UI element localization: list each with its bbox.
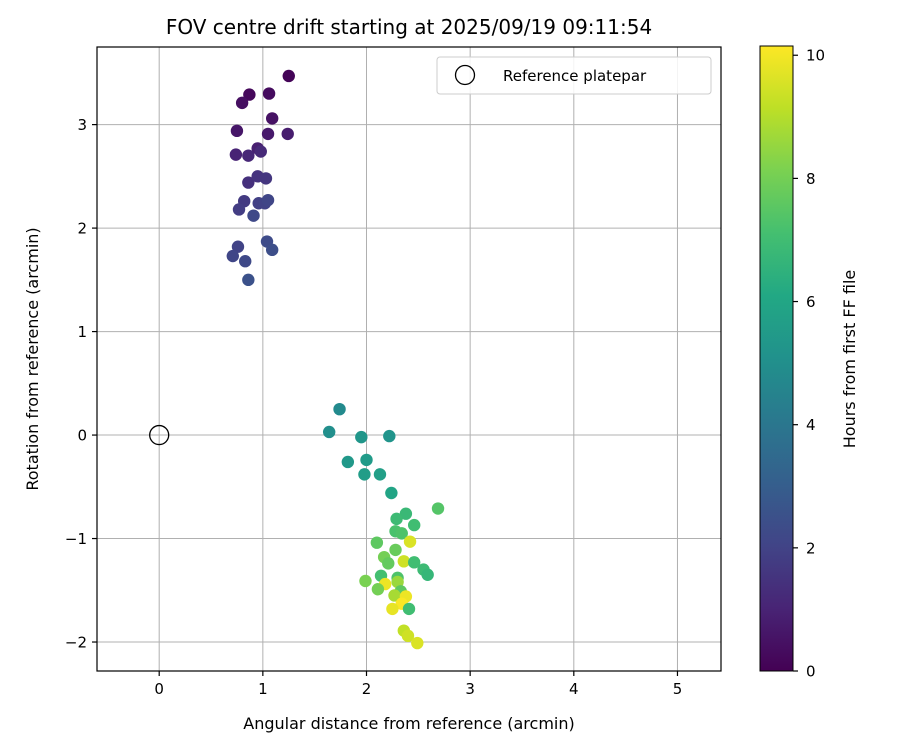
reference-platepar-marker	[149, 424, 170, 446]
data-point	[239, 255, 252, 268]
plot-frame	[96, 46, 722, 672]
x-tick-label: 2	[362, 680, 372, 698]
data-point	[386, 602, 399, 616]
x-tick-label: 5	[673, 680, 683, 698]
legend-marker	[454, 64, 476, 86]
data-point	[242, 149, 255, 162]
colorbar-tick-label: 6	[806, 293, 816, 311]
x-tick-label: 4	[569, 680, 579, 698]
data-point	[407, 518, 421, 532]
data-point	[385, 486, 398, 500]
x-axis-label: Angular distance from reference (arcmin)	[243, 714, 574, 733]
data-point	[421, 568, 434, 581]
data-point	[229, 148, 243, 161]
data-point	[232, 203, 246, 216]
data-point	[341, 455, 355, 469]
data-point	[235, 96, 249, 110]
data-point	[259, 172, 273, 185]
x-tick-label: 3	[465, 680, 475, 698]
grid	[97, 47, 721, 671]
data-point	[254, 145, 267, 158]
y-axis-label: Rotation from reference (arcmin)	[23, 227, 42, 490]
data-point	[282, 69, 295, 83]
colorbar-tick-label: 0	[806, 663, 816, 681]
data-point	[322, 425, 336, 439]
x-axis-ticks: 0 1 2 3 4 5	[154, 671, 682, 698]
colorbar-ticks: 0 2 4 6 8 10	[793, 47, 825, 681]
data-point	[370, 536, 384, 549]
data-point	[371, 583, 385, 596]
data-point	[231, 240, 245, 253]
data-point	[382, 557, 395, 570]
data-point	[265, 112, 279, 125]
data-point	[399, 507, 413, 520]
data-point	[390, 512, 403, 526]
colorbar-label: Hours from first FF file	[840, 270, 859, 449]
y-tick-label: 3	[77, 116, 87, 134]
x-tick-label: 0	[154, 680, 164, 698]
data-point	[355, 430, 368, 444]
colorbar-tick-label: 2	[806, 539, 816, 557]
colorbar-gradient	[759, 45, 794, 672]
data-point	[261, 193, 275, 207]
legend-box	[436, 56, 712, 95]
y-axis-ticks: −2 −1 0 1 2 3	[65, 116, 97, 652]
data-point	[395, 527, 408, 540]
data-point	[333, 402, 346, 416]
colorbar-tick-label: 4	[806, 416, 816, 434]
data-point	[391, 575, 404, 589]
data-point	[230, 124, 244, 138]
data-point	[403, 535, 417, 548]
y-tick-label: 0	[77, 427, 87, 445]
y-tick-label: −2	[65, 634, 87, 652]
colorbar-tick-label: 10	[806, 47, 825, 65]
legend: Reference platepar	[436, 56, 712, 95]
scatter-points	[149, 69, 445, 650]
data-point	[265, 243, 279, 257]
x-tick-label: 1	[258, 680, 268, 698]
data-point	[360, 453, 373, 467]
legend-label: Reference platepar	[503, 67, 647, 85]
data-point	[401, 629, 415, 643]
data-point	[358, 468, 371, 481]
data-point	[359, 574, 372, 588]
data-point	[383, 429, 396, 443]
y-tick-label: −1	[65, 530, 87, 548]
data-point	[411, 636, 424, 650]
data-point	[402, 602, 416, 616]
data-point	[397, 555, 411, 568]
data-point	[281, 127, 294, 141]
chart-title: FOV centre drift starting at 2025/09/19 …	[166, 15, 652, 39]
colorbar: 0 2 4 6 8 10 Hours from first FF file	[759, 45, 859, 681]
data-point	[243, 88, 256, 101]
y-tick-label: 2	[77, 220, 87, 238]
data-point	[407, 556, 421, 569]
data-point	[373, 468, 387, 481]
data-point	[242, 176, 255, 189]
data-point	[226, 249, 239, 263]
y-tick-label: 1	[77, 323, 87, 341]
data-point	[431, 502, 445, 515]
colorbar-tick-label: 8	[806, 170, 816, 188]
data-point	[261, 127, 275, 141]
data-point	[247, 209, 260, 222]
data-point	[388, 589, 401, 602]
data-point	[262, 87, 276, 100]
data-point	[389, 543, 402, 557]
data-point	[242, 273, 255, 287]
